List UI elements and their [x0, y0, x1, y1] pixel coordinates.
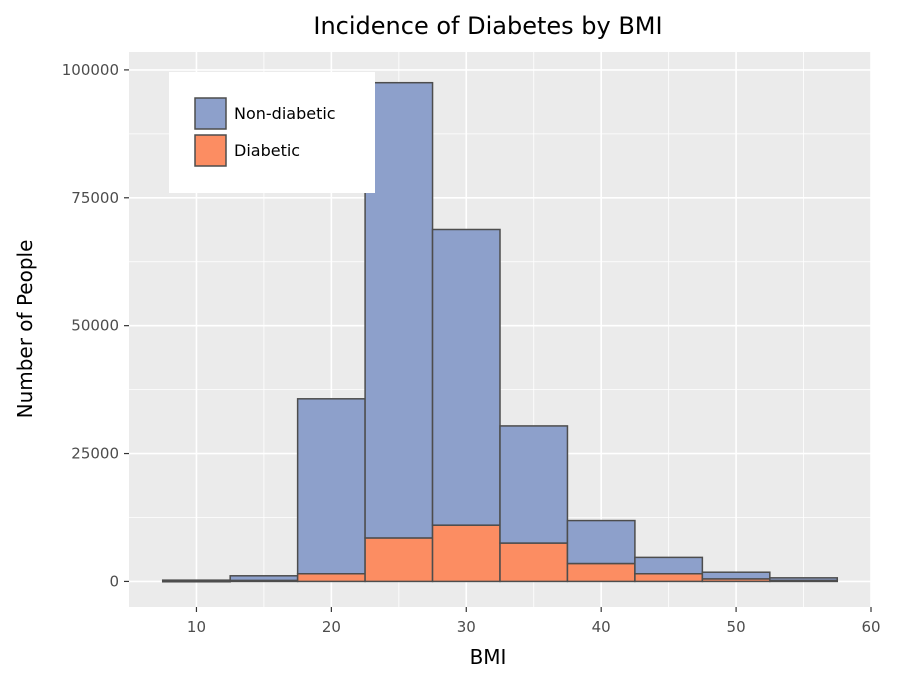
bar-non-diabetic-bin-50 [701, 571, 771, 580]
y-axis-ticks: 0 25000 50000 75000 100000 [62, 61, 129, 590]
legend-label-non-diabetic: Non-diabetic [234, 104, 336, 123]
x-axis-title: BMI [470, 645, 507, 669]
bar-non-diabetic-bin-15 [229, 575, 299, 582]
y-tick-label: 25000 [71, 445, 119, 463]
legend-swatch-diabetic [194, 134, 227, 167]
x-tick-label: 30 [457, 618, 476, 636]
histogram-bars [161, 81, 839, 583]
bar-non-diabetic-bin-45 [634, 556, 704, 575]
bar-diabetic-bin-20 [296, 573, 366, 583]
x-tick-label: 10 [187, 618, 206, 636]
bar-non-diabetic-bin-40 [566, 519, 636, 565]
bar-diabetic-bin-45 [634, 573, 704, 583]
y-axis-title: Number of People [13, 240, 37, 419]
bar-non-diabetic-bin-30 [431, 228, 501, 526]
x-tick-label: 20 [322, 618, 341, 636]
chart-title: Incidence of Diabetes by BMI [313, 12, 662, 40]
bar-diabetic-bin-30 [431, 524, 501, 583]
y-tick-label: 100000 [62, 61, 119, 79]
bar-non-diabetic-bin-10 [161, 579, 231, 583]
bar-diabetic-bin-40 [566, 562, 636, 583]
legend: Non-diabetic Diabetic [169, 72, 375, 193]
y-tick-label: 50000 [71, 317, 119, 335]
x-tick-label: 50 [727, 618, 746, 636]
bar-non-diabetic-bin-35 [499, 425, 569, 544]
y-tick-label: 75000 [71, 189, 119, 207]
legend-box [169, 72, 375, 193]
bar-non-diabetic-bin-25 [364, 81, 434, 539]
legend-label-diabetic: Diabetic [234, 141, 300, 160]
y-tick-label: 0 [109, 572, 119, 590]
legend-swatch-non-diabetic [194, 97, 227, 130]
bar-non-diabetic-bin-20 [296, 398, 366, 575]
x-tick-label: 60 [861, 618, 880, 636]
bar-non-diabetic-bin-55 [769, 577, 839, 582]
bar-diabetic-bin-25 [364, 537, 434, 583]
x-tick-label: 40 [592, 618, 611, 636]
x-axis-ticks: 10 20 30 40 50 60 [187, 607, 881, 636]
bar-diabetic-bin-35 [499, 542, 569, 583]
